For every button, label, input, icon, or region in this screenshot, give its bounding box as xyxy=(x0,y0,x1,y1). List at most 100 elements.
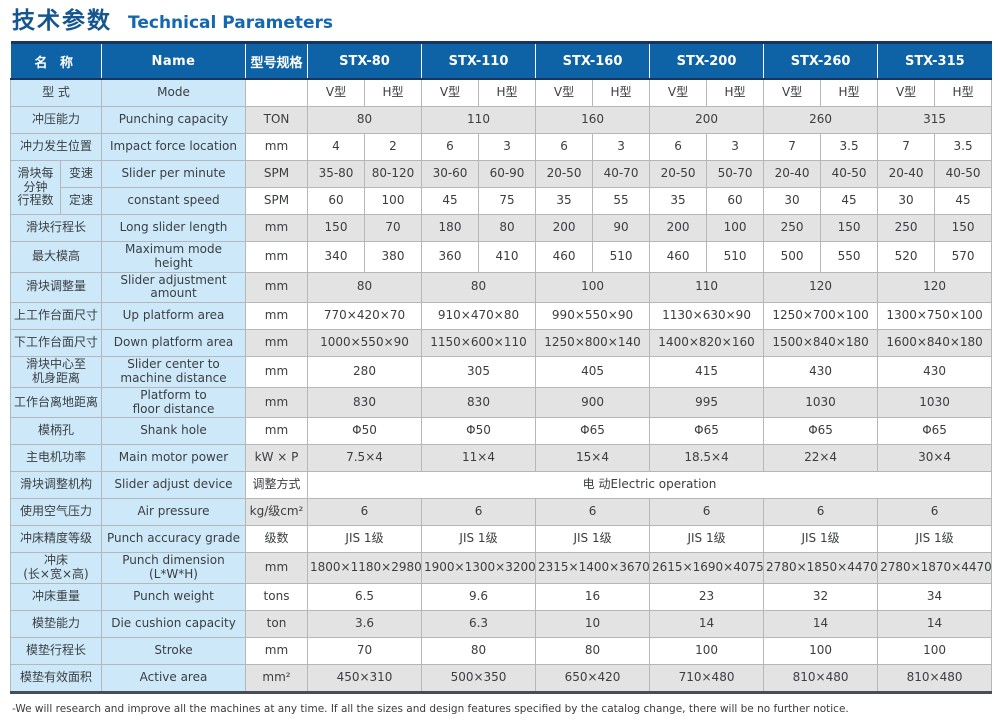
value-cell: V型 xyxy=(649,78,708,107)
unit-cell xyxy=(245,78,308,107)
value-cell: 80 xyxy=(307,271,422,304)
value-cell: JIS 1级 xyxy=(535,525,651,554)
value-cell: 100 xyxy=(706,214,765,242)
unit-cell: mm xyxy=(245,302,308,331)
value-cell: 810×480 xyxy=(877,663,993,694)
value-cell: 20-40 xyxy=(877,160,936,188)
value-cell: V型 xyxy=(421,78,479,107)
page-title: 技术参数 Technical Parameters xyxy=(12,10,1000,33)
value-cell: V型 xyxy=(763,78,822,107)
footnote: -We will research and improve all the ma… xyxy=(12,702,849,715)
value-cell: 120 xyxy=(877,271,993,304)
table-body: 型 式 Mode V型 H型 V型 H型 V型 H型 V型 H型 V型 H型 V型 H型 冲压能力 Punch… xyxy=(10,78,993,694)
value-cell: H型 xyxy=(364,78,422,107)
value-cell: 120 xyxy=(763,271,879,304)
unit-cell: SPM xyxy=(245,187,308,215)
label-en-cell: Platform to floor distance xyxy=(101,386,246,419)
label-en-cell: Punch accuracy grade xyxy=(101,525,246,554)
label-en-cell: Shank hole xyxy=(101,417,246,446)
value-cell: V型 xyxy=(307,78,365,107)
label-en-cell: constant speed xyxy=(101,187,246,215)
value-cell: 40-70 xyxy=(592,160,651,188)
value-cell: 60 xyxy=(307,187,365,215)
value-cell: 40-50 xyxy=(934,160,993,188)
value-cell: 520 xyxy=(877,241,936,273)
label-cn-cell: 滑块中心至 机身距离 xyxy=(10,356,102,388)
label-cn-cell: 上工作台面尺寸 xyxy=(10,302,102,331)
value-cell: 80-120 xyxy=(364,160,422,188)
value-cell: 20-50 xyxy=(649,160,708,188)
value-cell: 2615×1690×4075 xyxy=(649,552,765,584)
value-cell: 35 xyxy=(649,187,708,215)
table-row: 型 式 Mode V型 H型 V型 H型 V型 H型 V型 H型 V型 H型 V型 H型 xyxy=(10,78,993,107)
table-row: 模垫能力 Die cushion capacity ton 3.6 6.3 10 14 14 1… xyxy=(10,609,993,638)
value-cell: 360 xyxy=(421,241,479,273)
value-cell: 14 xyxy=(763,609,879,638)
value-cell: 6 xyxy=(877,498,993,527)
value-cell: 180 xyxy=(421,214,479,242)
unit-cell: kg/级cm² xyxy=(245,498,308,527)
label-en-cell: Up platform area xyxy=(101,302,246,331)
value-cell: 150 xyxy=(820,214,879,242)
label-cn-cell: 最大模高 xyxy=(10,241,102,273)
value-cell: 3.5 xyxy=(934,133,993,161)
value-cell: 22×4 xyxy=(763,444,879,473)
value-cell: 410 xyxy=(477,241,537,273)
label-cn-cell: 滑块调整机构 xyxy=(10,471,102,500)
value-cell: 70 xyxy=(364,214,422,242)
value-cell: JIS 1级 xyxy=(763,525,879,554)
label-en-cell: Main motor power xyxy=(101,444,246,473)
value-cell: 100 xyxy=(364,187,422,215)
value-cell: 40-50 xyxy=(820,160,879,188)
value-cell: Φ65 xyxy=(535,417,651,446)
label-cn-cell: 冲床精度等级 xyxy=(10,525,102,554)
value-cell: 510 xyxy=(706,241,765,273)
value-cell: 900 xyxy=(535,386,651,419)
value-cell: 3.6 xyxy=(307,609,422,638)
label-en-cell: Long slider length xyxy=(101,214,246,242)
value-cell: Φ65 xyxy=(877,417,993,446)
value-cell: 2 xyxy=(364,133,422,161)
value-cell: 6 xyxy=(763,498,879,527)
value-cell: 3 xyxy=(592,133,651,161)
value-cell: 6 xyxy=(649,133,708,161)
value-cell: 6 xyxy=(535,133,594,161)
value-cell: Φ65 xyxy=(763,417,879,446)
value-cell: 70 xyxy=(307,636,422,665)
value-cell: 30 xyxy=(763,187,822,215)
value-cell: 830 xyxy=(307,386,422,419)
label-cn-cell: 冲床重量 xyxy=(10,582,102,611)
label-en-cell: Mode xyxy=(101,78,246,107)
value-cell: 35 xyxy=(535,187,594,215)
table-row: 工作台离地距离 Platform to floor distance mm 830 830… xyxy=(10,386,993,419)
table-row: 主电机功率 Main motor power kW × P 7.5×4 11×4 15×4… xyxy=(10,444,993,473)
value-cell: 250 xyxy=(763,214,822,242)
label-en-cell: Slider per minute xyxy=(101,160,246,188)
unit-cell: mm xyxy=(245,417,308,446)
value-cell: 1030 xyxy=(877,386,993,419)
value-cell: 80 xyxy=(420,271,537,304)
unit-cell: mm xyxy=(245,329,308,358)
value-cell: 50-70 xyxy=(706,160,765,188)
value-cell: 1250×700×100 xyxy=(763,302,879,331)
value-cell: 2780×1850×4470 xyxy=(763,552,879,584)
title-english: Technical Parameters xyxy=(128,13,334,34)
table-row: 冲力发生位置 Impact force location mm 4 2 6 3 6 3 6 3 7 3.… xyxy=(10,133,993,161)
value-cell: 14 xyxy=(877,609,993,638)
header-model-stx-260: STX-260 xyxy=(763,41,879,80)
value-cell: 100 xyxy=(763,636,879,665)
value-cell: 3 xyxy=(477,133,537,161)
value-cell: 55 xyxy=(592,187,651,215)
value-cell: 500×350 xyxy=(420,663,537,694)
unit-cell: TON xyxy=(245,106,308,134)
header-name-cn: 名 称 xyxy=(10,41,102,80)
label-cn-cell: 主电机功率 xyxy=(10,444,102,473)
label-cn-cell: 模垫能力 xyxy=(10,609,102,638)
table-row: 滑块调整量 Slider adjustment amount mm 80 80 100 110… xyxy=(10,271,993,304)
title-chinese: 技术参数 xyxy=(12,8,112,34)
label-en-cell: Punching capacity xyxy=(101,106,246,134)
value-cell: 570 xyxy=(934,241,993,273)
value-cell: 500 xyxy=(763,241,822,273)
value-cell: 6.5 xyxy=(307,582,422,611)
value-cell: 80 xyxy=(307,106,422,134)
